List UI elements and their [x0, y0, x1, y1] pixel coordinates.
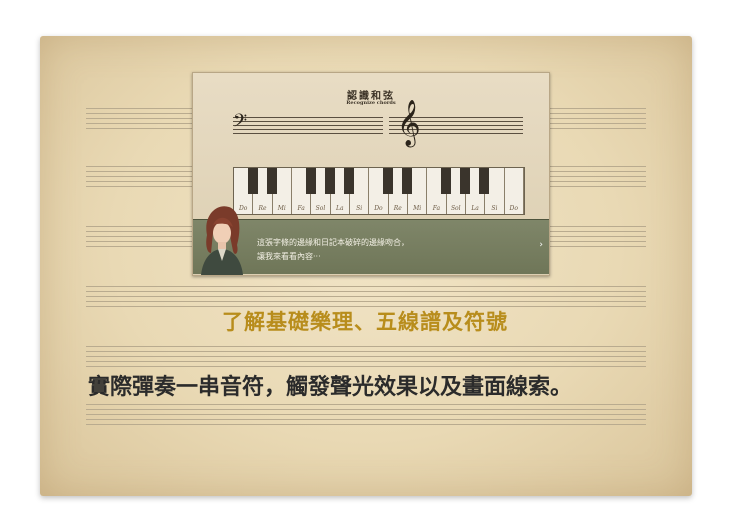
piano-keyboard[interactable]: Do Re Mi Fa Sol La Si Do Re Mi Fa Sol La… — [233, 167, 525, 215]
black-key[interactable] — [248, 168, 258, 194]
black-key[interactable] — [460, 168, 470, 194]
treble-staff — [389, 117, 523, 137]
game-title: 認識和弦 — [347, 91, 395, 102]
black-key[interactable] — [325, 168, 335, 194]
staff-lines — [86, 286, 646, 311]
black-key[interactable] — [479, 168, 489, 194]
staff-lines — [86, 404, 646, 429]
black-key[interactable] — [383, 168, 393, 194]
black-key[interactable] — [267, 168, 277, 194]
game-subtitle: Recognize chords — [346, 100, 396, 106]
black-key[interactable] — [441, 168, 451, 194]
bass-clef-icon: 𝄢 — [233, 111, 248, 136]
character-portrait — [201, 206, 243, 275]
piano-key[interactable]: Mi — [273, 168, 292, 214]
game-screenshot: 認識和弦 Recognize chords 𝄢 𝄞 Do Re Mi Fa So… — [192, 72, 550, 276]
black-key[interactable] — [306, 168, 316, 194]
treble-clef-icon: 𝄞 — [397, 100, 421, 146]
black-key[interactable] — [344, 168, 354, 194]
staff-lines — [86, 346, 646, 371]
next-arrow-icon[interactable]: › — [539, 240, 543, 250]
black-key[interactable] — [402, 168, 412, 194]
piano-key[interactable]: Mi — [408, 168, 428, 214]
piano-key[interactable]: Si — [350, 168, 370, 214]
bass-staff — [233, 117, 383, 137]
dialog-box[interactable]: 這張字條的邊緣和日記本破碎的邊緣吻合， 讓我來看看內容··· › — [193, 219, 549, 274]
piano-key[interactable]: Si — [485, 168, 505, 214]
dialog-text: 這張字條的邊緣和日記本破碎的邊緣吻合， 讓我來看看內容··· — [257, 238, 409, 261]
headline: 了解基礎樂理、五線譜及符號 — [222, 310, 508, 334]
piano-key[interactable]: Do — [505, 168, 524, 214]
description-text: 實際彈奏一串音符，觸發聲光效果以及畫面線索。 — [88, 375, 573, 400]
